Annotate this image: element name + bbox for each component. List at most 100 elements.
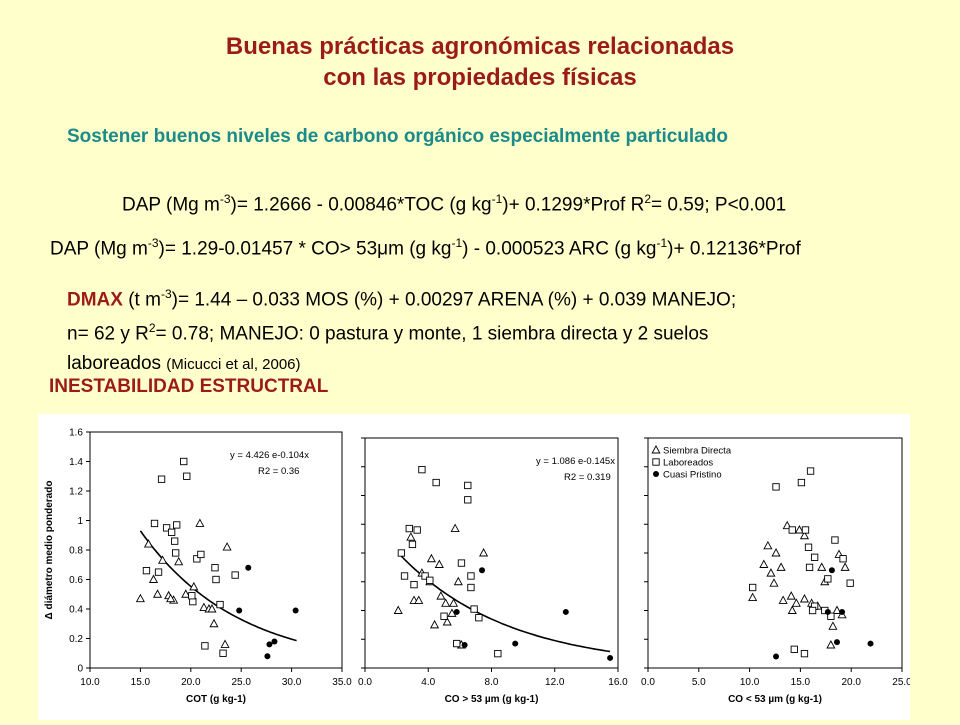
point-triangle xyxy=(771,548,781,557)
dmax-equation: DMAX (t m-3)= 1.44 – 0.033 MOS (%) + 0.0… xyxy=(67,287,737,374)
fit-equation: y = 1.086 e-0.145x xyxy=(536,456,615,467)
fit-equation: y = 4.426 e-0.104x xyxy=(230,450,309,461)
point-circle xyxy=(292,607,299,614)
title-line-2: con las propiedades físicas xyxy=(323,64,637,91)
point-square xyxy=(839,555,847,563)
point-triangle xyxy=(450,523,460,533)
point-circle xyxy=(824,608,831,615)
point-triangle xyxy=(832,605,842,614)
point-triangle xyxy=(448,598,459,607)
point-square xyxy=(805,563,814,572)
point-triangle xyxy=(166,593,176,603)
slide-title: Buenas prácticas agronómicas relacionada… xyxy=(0,31,960,93)
point-circle xyxy=(461,642,468,648)
point-square xyxy=(464,481,472,490)
x-tick-label: 25.0 xyxy=(231,677,251,688)
point-square xyxy=(827,612,835,620)
point-triangle xyxy=(791,598,801,607)
point-triangle xyxy=(414,595,424,604)
point-square xyxy=(188,592,196,600)
point-square xyxy=(800,649,809,658)
point-triangle xyxy=(181,589,191,598)
fit-curve xyxy=(400,555,611,653)
dmax-label: DMAX xyxy=(67,289,123,311)
point-square xyxy=(432,478,440,487)
point-triangle xyxy=(651,445,661,454)
point-triangle xyxy=(799,594,810,603)
point-square xyxy=(212,575,220,584)
x-tick-label: 30.0 xyxy=(282,677,302,688)
point-square xyxy=(201,642,209,650)
chart-2: 0.0 4.0 8.0 12.0 16.0 CO > 53 µm (g kg-1) y = … xyxy=(358,437,628,705)
point-triangle xyxy=(748,592,758,602)
point-square xyxy=(494,649,502,658)
plot-frame xyxy=(89,431,343,669)
point-triangle xyxy=(769,578,779,587)
citation: (Micucci et al, 2006) xyxy=(166,355,301,373)
x-tick-label: 20.0 xyxy=(181,677,201,688)
point-circle xyxy=(264,653,271,660)
chart-1: 10.0 15.0 20.0 25.0 30.0 35.0 0 0.2 0.4 0.6 0.8 1 1.… xyxy=(44,428,352,706)
point-triangle xyxy=(189,581,199,591)
point-circle xyxy=(833,639,840,646)
point-triangle xyxy=(786,591,796,600)
y-tick-label: 1 xyxy=(77,516,83,527)
point-square xyxy=(167,528,176,536)
equation-dap-toc: DAP (Mg m-3)= 1.2666 - 0.00846*TOC (g kg… xyxy=(122,192,787,216)
point-square xyxy=(440,612,448,620)
point-triangle xyxy=(426,553,436,563)
point-triangle xyxy=(436,591,446,600)
chart-3: 0.0 5.0 10.0 15.0 20.0 25.0 CO < 53 µm (g kg-1… xyxy=(641,437,912,705)
equation-dap-co53: DAP (Mg m-3)= 1.29-0.01457 * CO> 53μm (g… xyxy=(50,236,801,260)
fit-r-squared: R2 = 0.319 xyxy=(564,472,611,483)
point-square xyxy=(142,566,151,575)
point-square xyxy=(457,559,466,567)
point-square xyxy=(470,605,478,613)
point-triangle xyxy=(174,556,184,566)
x-tick-label: 15.0 xyxy=(791,677,811,688)
point-triangle xyxy=(441,598,451,607)
point-triangle xyxy=(453,576,463,586)
slide-subtitle: Sostener buenos niveles de carbono orgán… xyxy=(67,126,728,147)
point-triangle xyxy=(763,540,773,550)
y-tick-label: 1.6 xyxy=(69,428,83,439)
point-square xyxy=(421,572,429,580)
chart-panel: 10.0 15.0 20.0 25.0 30.0 35.0 0 0.2 0.4 0.6 0.8 1 1.… xyxy=(38,414,912,720)
y-tick-label: 0.6 xyxy=(69,575,83,586)
point-triangle xyxy=(143,539,154,548)
x-tick-label: 15.0 xyxy=(131,677,151,688)
point-triangle xyxy=(787,605,797,614)
point-triangle xyxy=(199,602,209,611)
point-square xyxy=(180,457,188,466)
fit-r-squared: R2 = 0.36 xyxy=(258,466,299,477)
point-triangle xyxy=(799,530,810,540)
x-tick-label: 8.0 xyxy=(485,677,499,688)
point-square xyxy=(804,543,813,551)
point-triangle xyxy=(207,604,217,613)
point-triangle xyxy=(152,589,163,598)
point-square xyxy=(410,580,418,589)
point-circle xyxy=(773,653,780,660)
point-square xyxy=(772,483,780,491)
point-square xyxy=(453,639,461,648)
point-circle xyxy=(512,640,519,647)
point-triangle xyxy=(434,559,444,568)
point-square xyxy=(162,524,171,532)
scatter-charts: 10.0 15.0 20.0 25.0 30.0 35.0 0 0.2 0.4 0.6 0.8 1 1.… xyxy=(44,428,912,706)
point-square xyxy=(801,526,810,534)
point-circle xyxy=(607,654,614,661)
point-square xyxy=(788,526,796,534)
point-triangle xyxy=(794,525,804,534)
x-tick-label: 12.0 xyxy=(545,677,565,688)
point-square xyxy=(475,614,483,622)
point-square xyxy=(171,537,179,545)
point-square xyxy=(426,576,434,584)
point-triangle xyxy=(393,605,403,614)
point-triangle xyxy=(220,639,230,648)
section-heading: INESTABILIDAD ESTRUCTRAL xyxy=(49,376,329,397)
point-square xyxy=(183,472,191,480)
point-triangle xyxy=(776,562,786,571)
point-square xyxy=(467,583,475,592)
point-triangle xyxy=(222,542,232,551)
point-square xyxy=(748,583,757,592)
